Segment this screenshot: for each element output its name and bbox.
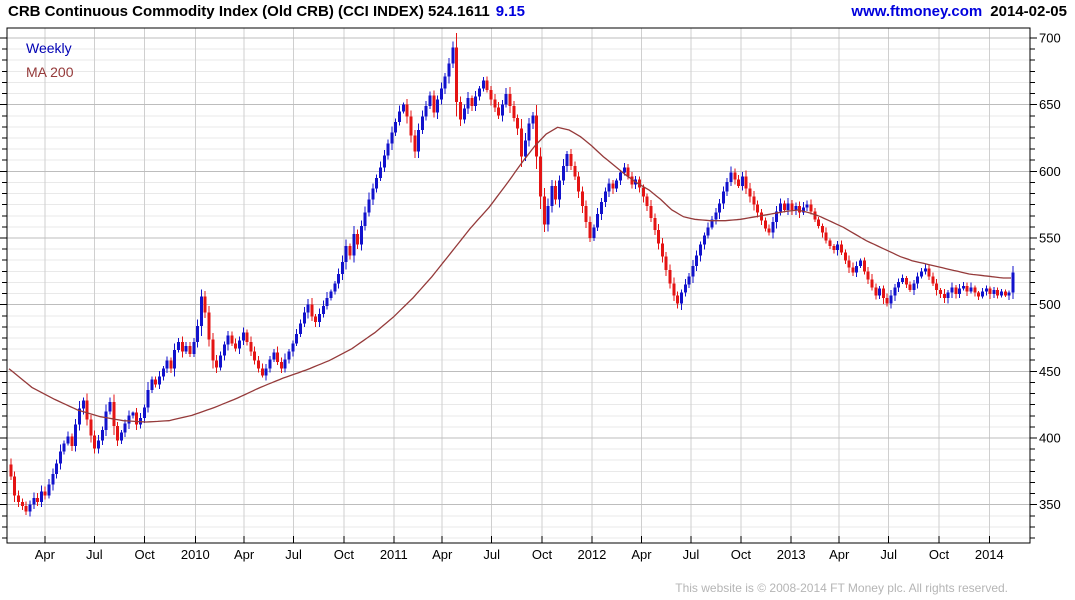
svg-text:2010: 2010 — [181, 547, 210, 562]
svg-text:Oct: Oct — [731, 547, 752, 562]
svg-text:600: 600 — [1039, 164, 1061, 179]
svg-text:550: 550 — [1039, 231, 1061, 246]
svg-text:2014: 2014 — [975, 547, 1004, 562]
svg-text:400: 400 — [1039, 431, 1061, 446]
page-title: CRB Continuous Commodity Index (Old CRB)… — [8, 3, 490, 20]
svg-text:Jul: Jul — [285, 547, 302, 562]
change-value: 9.15 — [495, 3, 525, 20]
svg-text:650: 650 — [1039, 97, 1061, 112]
svg-text:Oct: Oct — [532, 547, 553, 562]
svg-text:Apr: Apr — [234, 547, 255, 562]
svg-text:700: 700 — [1039, 31, 1061, 46]
svg-text:Apr: Apr — [432, 547, 453, 562]
legend-ma200: MA 200 — [26, 64, 74, 80]
svg-text:Apr: Apr — [631, 547, 652, 562]
svg-text:2011: 2011 — [380, 547, 408, 562]
svg-text:500: 500 — [1039, 297, 1061, 312]
svg-text:Oct: Oct — [929, 547, 950, 562]
copyright-notice: This website is © 2008-2014 FT Money plc… — [675, 581, 1008, 595]
svg-text:Apr: Apr — [829, 547, 850, 562]
chart-date: 2014-02-05 — [990, 3, 1067, 20]
chart-header: CRB Continuous Commodity Index (Old CRB)… — [8, 3, 1067, 20]
chart-legend: Weekly MA 200 — [26, 36, 73, 84]
svg-text:Apr: Apr — [35, 547, 56, 562]
legend-timeframe: Weekly — [26, 40, 72, 56]
svg-text:Jul: Jul — [86, 547, 103, 562]
title-block: CRB Continuous Commodity Index (Old CRB)… — [8, 3, 525, 20]
svg-text:Oct: Oct — [334, 547, 355, 562]
svg-text:2012: 2012 — [577, 547, 606, 562]
ftmoney-link[interactable]: www.ftmoney.com — [851, 3, 983, 20]
svg-text:Jul: Jul — [483, 547, 500, 562]
svg-text:Jul: Jul — [683, 547, 700, 562]
svg-text:Oct: Oct — [135, 547, 156, 562]
svg-text:350: 350 — [1039, 497, 1061, 512]
header-right: www.ftmoney.com 2014-02-05 — [851, 3, 1067, 20]
svg-text:450: 450 — [1039, 364, 1061, 379]
svg-text:Jul: Jul — [880, 547, 897, 562]
svg-text:2013: 2013 — [777, 547, 806, 562]
